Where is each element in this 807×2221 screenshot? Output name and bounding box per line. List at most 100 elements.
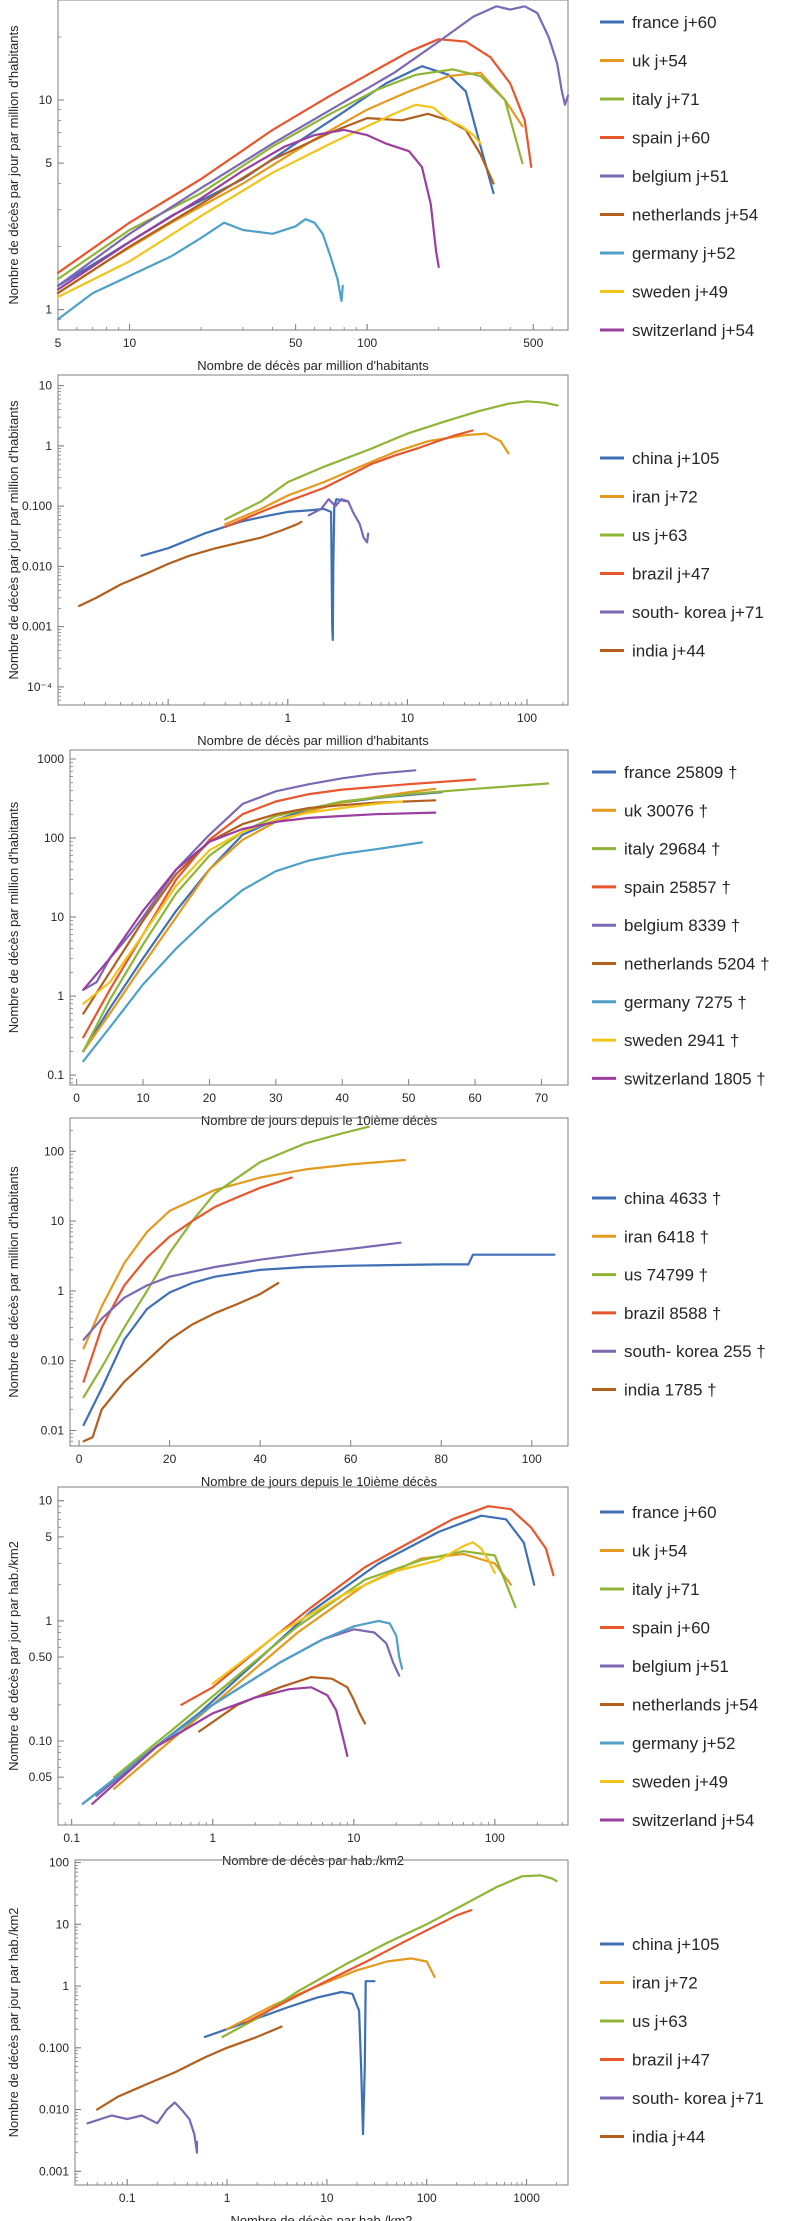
- legend-label: france j+60: [632, 13, 717, 32]
- y-axis-label: Nombre de décès par jour par million d'h…: [6, 400, 21, 680]
- x-tick-label: 60: [468, 1091, 482, 1105]
- y-tick-label: 10: [39, 1494, 53, 1508]
- legend-label: belgium 8339 †: [624, 916, 740, 935]
- series-line: [91, 1686, 349, 1805]
- x-tick-label: 0: [76, 1452, 83, 1466]
- series-line: [96, 2025, 283, 2111]
- y-tick-label: 10: [51, 910, 65, 924]
- x-axis-label: Nombre de jours depuis le 10ième décès: [201, 1113, 438, 1128]
- legend-label: china j+105: [632, 1935, 719, 1954]
- legend-label: uk j+54: [632, 52, 687, 71]
- series-line: [56, 5, 570, 287]
- plot-frame: [57, 374, 569, 706]
- y-tick-label: 0.010: [22, 559, 52, 573]
- x-tick-label: 40: [336, 1091, 350, 1105]
- x-tick-label: 5: [55, 336, 62, 350]
- x-tick-label: 100: [485, 1831, 505, 1845]
- series-line: [113, 1550, 517, 1779]
- legend-label: germany j+52: [632, 1734, 735, 1753]
- legend-label: sweden j+49: [632, 1773, 728, 1792]
- legend-label: uk 30076 †: [624, 801, 708, 820]
- legend-label: iran j+72: [632, 1974, 698, 1993]
- x-tick-label: 100: [522, 1452, 542, 1466]
- y-tick-label: 0.001: [39, 2164, 69, 2178]
- legend-label: switzerland j+54: [632, 1811, 754, 1830]
- series-line: [56, 71, 524, 295]
- x-tick-label: 10: [347, 1831, 361, 1845]
- legend-label: spain 25857 †: [624, 878, 731, 897]
- y-tick-label: 100: [49, 1856, 69, 1870]
- y-tick-label: 1: [62, 1979, 69, 1993]
- y-tick-label: 1: [45, 439, 52, 453]
- y-tick-label: 1: [57, 989, 64, 1003]
- x-tick-label: 50: [402, 1091, 416, 1105]
- x-tick-label: 0.1: [160, 711, 177, 725]
- legend-label: brazil 8588 †: [624, 1304, 721, 1323]
- x-tick-label: 1: [284, 711, 291, 725]
- legend-label: india j+44: [632, 2128, 705, 2147]
- legend-label: italy 29684 †: [624, 840, 720, 859]
- y-tick-label: 0.10: [29, 1734, 53, 1748]
- y-axis-label: Nombre de décès par jour par million d'h…: [6, 25, 21, 305]
- series-line: [78, 520, 303, 608]
- x-tick-label: 1: [209, 1831, 216, 1845]
- legend-label: india j+44: [632, 642, 705, 661]
- series-line: [56, 218, 344, 321]
- x-tick-label: 0.1: [119, 2191, 136, 2205]
- y-tick-label: 0.010: [39, 2103, 69, 2117]
- y-tick-label: 0.10: [41, 1354, 65, 1368]
- series-line: [82, 791, 443, 1053]
- y-tick-label: 1: [45, 1614, 52, 1628]
- legend-label: italy j+71: [632, 1580, 700, 1599]
- legend-label: belgium j+51: [632, 1657, 729, 1676]
- legend-label: spain j+60: [632, 1619, 710, 1638]
- legend-label: italy j+71: [632, 90, 700, 109]
- legend-label: netherlands j+54: [632, 1696, 758, 1715]
- y-axis-label: Nombre de décès par jour par hab./km2: [6, 1908, 21, 2138]
- series-line: [243, 1909, 473, 2025]
- y-tick-label: 10⁻⁴: [27, 680, 52, 694]
- legend-label: south- korea 255 †: [624, 1342, 766, 1361]
- series-line: [56, 68, 524, 281]
- plot-frame: [57, 1486, 569, 1826]
- x-tick-label: 60: [344, 1452, 358, 1466]
- series-line: [221, 1874, 558, 2038]
- series-line: [56, 128, 440, 291]
- x-axis-label: Nombre de décès par million d'habitants: [197, 733, 429, 748]
- series-line: [224, 432, 510, 526]
- chart-4: 0 20 40 60 80 100 0.01 0.10 1 10 100 Nombre de jour…: [6, 1117, 766, 1489]
- series-line: [82, 1253, 556, 1427]
- legend-label: germany 7275 †: [624, 993, 747, 1012]
- series-line: [82, 778, 477, 1039]
- y-tick-label: 0.100: [39, 2041, 69, 2055]
- series-line: [82, 1281, 280, 1443]
- legend-label: germany j+52: [632, 244, 735, 263]
- x-tick-label: 30: [269, 1091, 283, 1105]
- y-tick-label: 100: [44, 1144, 64, 1158]
- chart-2: 0.1 1 10 100 10⁻⁴ 0.001 0.010 0.100 1 10 Nombre de…: [6, 374, 764, 748]
- y-tick-label: 10: [39, 379, 53, 393]
- series-line: [224, 429, 474, 529]
- y-axis-label: Nombre de décès par jour par hab./km2: [6, 1541, 21, 1771]
- legend-label: france j+60: [632, 1503, 717, 1522]
- x-tick-label: 70: [535, 1091, 549, 1105]
- legend-label: us j+63: [632, 526, 687, 545]
- legend-label: brazil j+47: [632, 565, 710, 584]
- y-axis-label: Nombre de décès par million d'habitants: [6, 1166, 21, 1398]
- series-line: [82, 1241, 402, 1341]
- x-tick-label: 10: [136, 1091, 150, 1105]
- series-line: [86, 2101, 199, 2154]
- series-line: [56, 65, 495, 287]
- legend-label: netherlands j+54: [632, 206, 758, 225]
- y-tick-label: 0.01: [41, 1424, 65, 1438]
- series-line: [81, 1619, 404, 1805]
- series-line: [56, 38, 533, 274]
- series-line: [56, 103, 482, 299]
- series-line: [82, 800, 404, 1005]
- chart-6: 0.1 1 10 100 1000 0.001 0.010 0.100 1 10 100 Nombre…: [6, 1856, 764, 2221]
- y-tick-label: 0.001: [22, 620, 52, 634]
- y-tick-label: 0.100: [22, 499, 52, 513]
- y-tick-label: 0.50: [29, 1650, 53, 1664]
- y-tick-label: 5: [45, 1530, 52, 1544]
- series-line: [211, 1541, 496, 1685]
